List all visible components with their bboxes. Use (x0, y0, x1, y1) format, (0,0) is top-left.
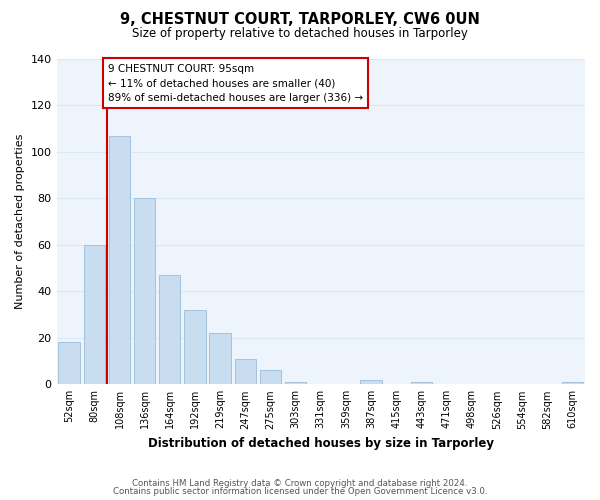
Bar (109, 136, 130, 384)
Bar (58, 342, 80, 384)
Bar (562, 382, 583, 384)
Text: 9, CHESTNUT COURT, TARPORLEY, CW6 0UN: 9, CHESTNUT COURT, TARPORLEY, CW6 0UN (120, 12, 480, 28)
Bar (184, 310, 206, 384)
Text: Contains public sector information licensed under the Open Government Licence v3: Contains public sector information licen… (113, 487, 487, 496)
Y-axis label: Number of detached properties: Number of detached properties (15, 134, 25, 310)
Text: Size of property relative to detached houses in Tarporley: Size of property relative to detached ho… (132, 28, 468, 40)
Text: 9 CHESTNUT COURT: 95sqm
← 11% of detached houses are smaller (40)
89% of semi-de: 9 CHESTNUT COURT: 95sqm ← 11% of detache… (108, 64, 363, 103)
Bar (83, 245, 105, 384)
Bar (411, 382, 432, 384)
Bar (159, 275, 181, 384)
Bar (285, 382, 307, 384)
Bar (235, 358, 256, 384)
Text: Contains HM Land Registry data © Crown copyright and database right 2024.: Contains HM Land Registry data © Crown c… (132, 478, 468, 488)
Bar (260, 370, 281, 384)
X-axis label: Distribution of detached houses by size in Tarporley: Distribution of detached houses by size … (148, 437, 494, 450)
Bar (134, 198, 155, 384)
Bar (361, 380, 382, 384)
Bar (209, 333, 231, 384)
